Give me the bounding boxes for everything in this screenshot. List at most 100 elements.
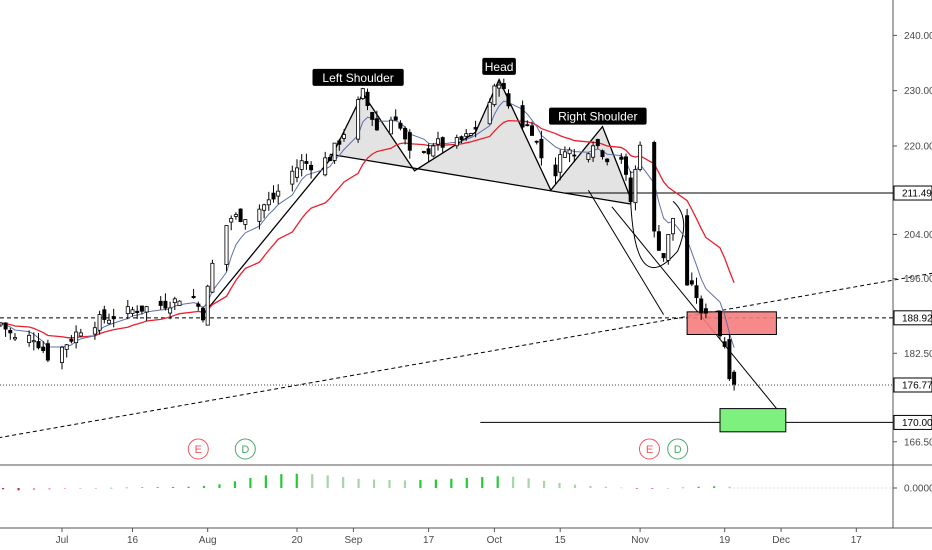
candle-body	[624, 156, 629, 175]
price-label-box-0	[893, 185, 932, 201]
candle-body	[539, 138, 544, 159]
rounding-curve	[630, 200, 685, 269]
candle-body	[243, 219, 248, 225]
x-tick-label-9: 19	[719, 535, 731, 546]
candle-body	[388, 119, 393, 135]
candle-body	[92, 327, 97, 335]
candle-body	[562, 151, 567, 158]
indicator-bar	[573, 484, 577, 488]
indicator-bar	[419, 480, 422, 488]
candle-body	[699, 298, 704, 314]
candle-body	[60, 346, 65, 363]
candle-body	[567, 149, 572, 155]
candle-body	[656, 231, 661, 251]
candle-body	[41, 346, 46, 352]
candle-body	[299, 160, 304, 170]
ema-blue-line	[0, 100, 735, 348]
indicator-bar	[682, 487, 685, 489]
indicator-bar	[434, 479, 437, 488]
candle-body	[431, 145, 436, 157]
indicator-bar	[249, 477, 252, 488]
candle-body	[685, 215, 690, 286]
annotation-label-0: Left Shoulder	[322, 71, 393, 85]
candle-body	[196, 303, 201, 307]
candle-body	[238, 208, 243, 223]
candle-body	[501, 83, 506, 90]
indicator-bar	[527, 478, 530, 488]
indicator-zero-label: 0.0000	[904, 484, 932, 495]
candle-body	[356, 99, 361, 140]
indicator-bar	[187, 486, 190, 488]
indicator-bar	[388, 480, 391, 488]
candle-body	[487, 101, 492, 125]
indicator-bar	[403, 480, 407, 488]
candle-body	[689, 280, 694, 285]
candle-body	[454, 137, 459, 147]
indicator-bar	[542, 480, 546, 488]
indicator-bar	[233, 481, 237, 488]
indicator-bar	[94, 488, 97, 489]
candle-body	[135, 310, 140, 313]
indicator-bar	[32, 488, 36, 491]
candle-body	[727, 339, 732, 380]
candle-body	[553, 164, 558, 177]
candle-body	[459, 136, 464, 141]
indicator-bar	[141, 487, 144, 488]
candle-body	[426, 148, 431, 155]
candle-body	[365, 91, 370, 107]
annotation-label-1: Head	[485, 60, 514, 74]
candle-body	[210, 262, 215, 293]
price-label-1: 188.92	[902, 313, 932, 324]
annotation-box-1	[482, 57, 516, 75]
candle-body	[111, 316, 116, 320]
candle-body	[506, 93, 511, 107]
x-tick-label-7: 15	[555, 535, 567, 546]
y-tick-label-0: 240.00	[904, 31, 932, 42]
indicator-bar	[326, 475, 329, 488]
candle-body	[102, 309, 107, 320]
candle-body	[107, 319, 112, 324]
event-marker-1	[234, 438, 256, 460]
indicator-bar	[357, 478, 360, 488]
candle-body	[605, 158, 610, 163]
projection-line	[611, 206, 782, 415]
candle-body	[64, 344, 69, 350]
candle-body	[407, 132, 412, 151]
candle-body	[421, 151, 426, 153]
indicator-bar	[620, 487, 623, 489]
candle-body	[558, 154, 563, 173]
candle-body	[360, 88, 365, 99]
candle-body	[271, 192, 276, 200]
indicator-bar	[712, 486, 716, 488]
target-zone	[719, 408, 787, 433]
candle-body	[520, 105, 525, 128]
candle-body	[468, 133, 473, 136]
candle-body	[464, 133, 469, 137]
y-tick-label-2: 220.00	[904, 141, 932, 152]
price-label-3: 170.00	[902, 418, 932, 429]
indicator-bar	[48, 488, 51, 490]
candle-body	[8, 330, 13, 334]
indicator-bar	[79, 488, 82, 489]
indicator-bar	[697, 486, 700, 488]
event-letter-2: E	[646, 444, 653, 456]
indicator-bar	[372, 479, 376, 488]
candle-body	[694, 285, 699, 299]
indicator-bar	[280, 474, 283, 488]
candle-body	[718, 310, 723, 337]
candle-body	[525, 124, 530, 127]
candle-body	[652, 142, 657, 232]
candle-body	[200, 308, 205, 321]
candle-body	[435, 138, 440, 145]
candle-body	[257, 208, 262, 222]
ema-red-line	[0, 119, 735, 339]
candle-body	[130, 309, 135, 314]
event-marker-2	[639, 438, 660, 460]
candle-body	[0, 322, 3, 326]
candle-body	[572, 154, 577, 157]
neckline	[329, 153, 631, 205]
candle-body	[229, 218, 234, 223]
candle-body	[266, 199, 271, 206]
